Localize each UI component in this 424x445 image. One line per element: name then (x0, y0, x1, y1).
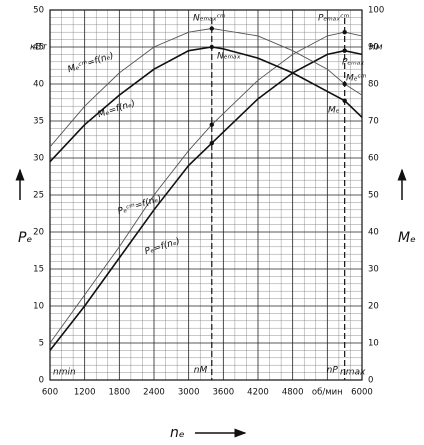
marker-label: nP (327, 366, 339, 376)
y2-tick-label: 60 (368, 154, 379, 164)
point (209, 44, 214, 50)
point (342, 98, 347, 103)
y-tick-label: 0 (39, 376, 44, 386)
y-tick-label: 5 (39, 339, 44, 349)
y-tick-label: 35 (33, 117, 44, 127)
series-label: Mₑ=f(nₑ) (97, 99, 137, 120)
y2-tick-label: 40 (368, 228, 379, 238)
line-series (49, 28, 363, 148)
annotation: Pₑₘₐₓᶜᵐ (318, 14, 350, 24)
x-tick-label: 2400 (143, 388, 165, 398)
y-tick-label: 10 (33, 302, 44, 312)
annotation: Mₑᶜᵐ (346, 74, 367, 84)
y2-tick-label: 30 (368, 265, 379, 275)
point (342, 48, 347, 53)
annotation: Nₑₘₐₓᶜᵐ (193, 14, 226, 24)
point (209, 26, 214, 31)
y-tick-label: 30 (33, 154, 44, 164)
y2-tick-label: 20 (368, 302, 379, 312)
x-tick-label: 3600 (213, 388, 235, 398)
annotation: Nₑₘₐₓ (217, 52, 241, 62)
y-tick-label: 20 (33, 228, 44, 238)
marker-label: nM (194, 366, 208, 376)
y2-tick-label: 0 (368, 376, 373, 386)
series-label: Pₑᶜᵐ=f(nₑ) (117, 194, 163, 218)
annotation: Mₑ (328, 106, 340, 116)
y2-tick-label: 10 (368, 339, 379, 349)
y2-tick-label: 90 (368, 43, 379, 53)
point (342, 81, 347, 87)
x-tick-label: об/мин (312, 388, 343, 398)
plot-frame (49, 9, 363, 381)
point (209, 141, 214, 146)
x-tick-label: 3000 (178, 388, 200, 398)
y-tick-label: 50 (33, 6, 44, 16)
x-tick-label: 1200 (74, 388, 96, 398)
y2-tick-label: 50 (368, 191, 379, 201)
y2-tick-label: 80 (368, 80, 379, 90)
x-tick-label: 4200 (247, 388, 269, 398)
y-tick-label: 40 (33, 80, 44, 90)
y-axis-label: Pₑ (18, 230, 32, 246)
x-tick-label: 4800 (282, 388, 304, 398)
point (209, 122, 214, 127)
line-series (49, 46, 363, 163)
y-tick-label: 15 (33, 265, 44, 275)
line-series (49, 49, 363, 351)
annotation: Нм (369, 43, 383, 53)
point (342, 30, 347, 35)
x-tick-label: 1800 (109, 388, 131, 398)
x-axis-label: nₑ (170, 425, 185, 441)
annotation: кВт (30, 43, 48, 53)
y2-tick-label: 100 (368, 6, 384, 16)
x-tick-label: 600 (42, 388, 58, 398)
y-tick-label: 45 (33, 43, 44, 53)
y-tick-label: 25 (33, 191, 44, 201)
annotation: Pₑₘₐₓ (342, 58, 364, 68)
x-tick-label: 6000 (351, 388, 373, 398)
y2-axis-label: Mₑ (398, 230, 416, 246)
y2-tick-label: 70 (368, 117, 379, 127)
line-series (49, 31, 363, 344)
